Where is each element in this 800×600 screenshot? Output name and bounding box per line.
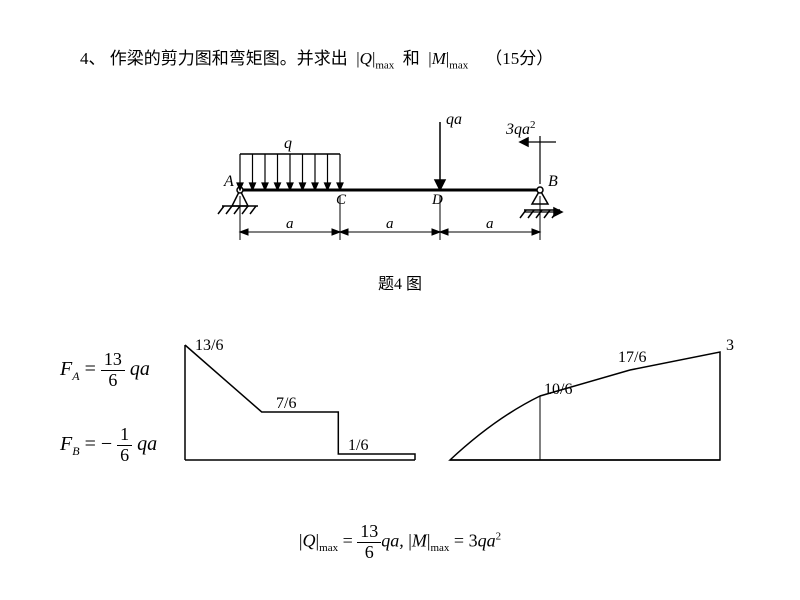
moment-106: 10/6	[544, 381, 572, 398]
result-formula: |Q|max = 136qa, |M|max = 3qa2	[0, 522, 800, 563]
moment-3: 3	[726, 337, 734, 354]
moment-176: 17/6	[618, 349, 646, 366]
moment-diagram: 10/6 17/6 3	[0, 0, 800, 600]
